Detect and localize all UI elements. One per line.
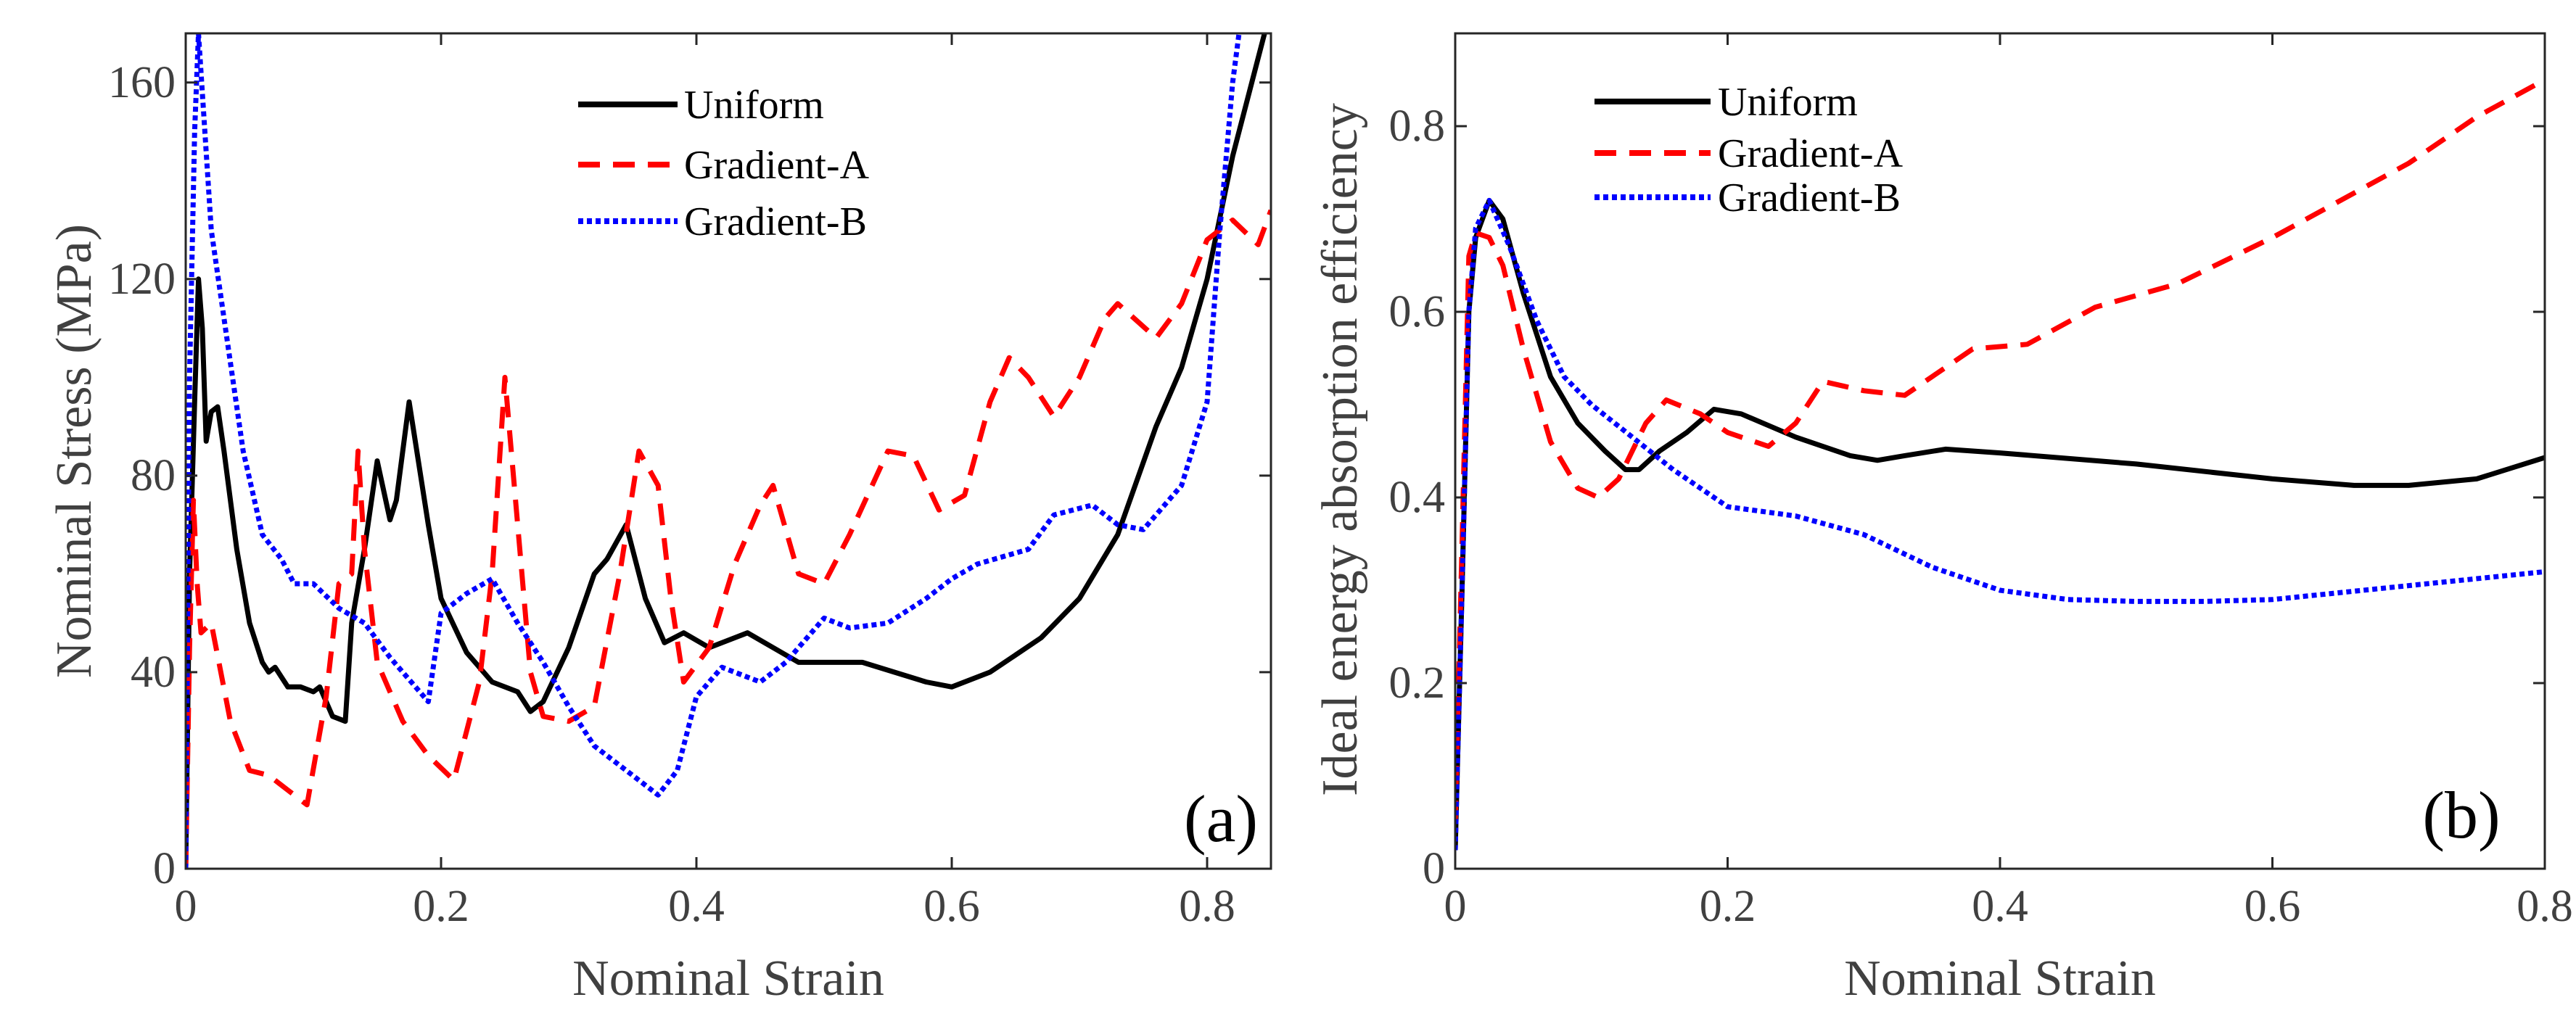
- y-tick-label: 40: [131, 648, 176, 697]
- series-line-gradient-b: [1455, 197, 2545, 851]
- y-tick-label: 0.6: [1389, 287, 1446, 336]
- x-tick-label: 0.2: [1700, 882, 1756, 931]
- series-line-gradient-a: [186, 209, 1271, 869]
- series-line-uniform: [1455, 197, 2545, 851]
- legend-label: Gradient-B: [1718, 175, 1901, 220]
- legend-label: Gradient-B: [684, 199, 867, 244]
- x-tick-label: 0.4: [1972, 882, 2028, 931]
- y-tick-label: 0.8: [1389, 102, 1446, 151]
- x-axis-label: Nominal Strain: [572, 951, 884, 1006]
- x-tick-label: 0.4: [668, 882, 725, 931]
- panel-label: (b): [2422, 778, 2500, 852]
- y-tick-label: 160: [108, 58, 176, 107]
- series-line-gradient-b: [186, 33, 1242, 869]
- y-tick-label: 0: [153, 844, 176, 893]
- x-tick-label: 0.6: [923, 882, 980, 931]
- x-tick-label: 0.2: [413, 882, 469, 931]
- legend-label: Uniform: [684, 83, 824, 128]
- legend-label: Gradient-A: [1718, 131, 1904, 176]
- y-tick-label: 120: [108, 255, 176, 304]
- y-axis-label: Nominal Stress (MPa): [46, 224, 102, 678]
- y-tick-label: 0.2: [1389, 658, 1446, 708]
- series-line-gradient-a: [1455, 77, 2545, 823]
- legend-label: Gradient-A: [684, 143, 870, 188]
- x-tick-label: 0.8: [2517, 882, 2573, 931]
- chart-a: Nominal Strain Nominal Stress (MPa) (a) …: [46, 32, 1272, 1006]
- panel-label: (a): [1184, 782, 1258, 856]
- chart-b: Nominal Strain Ideal energy absorption e…: [1312, 32, 2573, 1006]
- legend-label: Uniform: [1718, 80, 1858, 125]
- x-tick-label: 0: [175, 882, 197, 931]
- y-tick-label: 0.4: [1389, 473, 1446, 522]
- y-tick-label: 80: [131, 451, 176, 500]
- x-tick-label: 0.8: [1179, 882, 1235, 931]
- y-axis-label: Ideal energy absorption efficiency: [1312, 103, 1368, 796]
- x-axis-label: Nominal Strain: [1844, 951, 2156, 1006]
- axes-box: [184, 32, 1272, 870]
- series-line-uniform: [186, 33, 1267, 869]
- y-tick-label: 0: [1423, 844, 1445, 893]
- x-tick-label: 0.6: [2244, 882, 2301, 931]
- x-tick-label: 0: [1444, 882, 1467, 931]
